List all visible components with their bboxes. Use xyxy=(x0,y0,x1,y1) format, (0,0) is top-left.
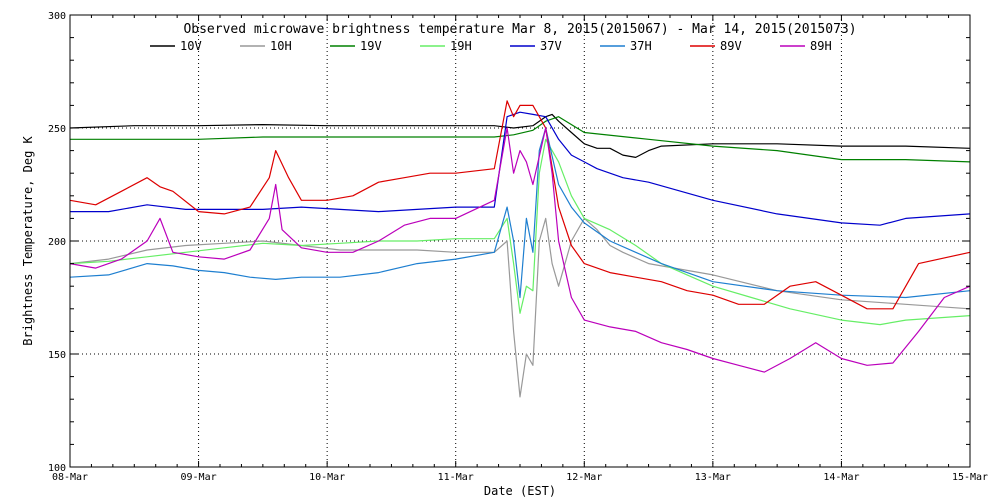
x-tick-label: 08-Mar xyxy=(52,472,88,483)
y-tick-label: 150 xyxy=(48,350,66,361)
series-layer xyxy=(69,100,971,398)
series-line-19v xyxy=(70,116,971,163)
series-line-37h xyxy=(69,127,971,299)
x-tick-label: 09-Mar xyxy=(181,472,217,483)
series-line-37v xyxy=(70,111,971,226)
x-tick-label: 10-Mar xyxy=(309,472,345,483)
legend-label-89v: 89V xyxy=(720,39,742,53)
y-tick-label: 250 xyxy=(48,124,66,135)
y-tick-label: 300 xyxy=(48,11,66,22)
series-line-89v xyxy=(69,100,971,310)
y-tick-label: 100 xyxy=(48,463,66,474)
x-tick-label: 11-Mar xyxy=(438,472,474,483)
x-tick-label: 15-Mar xyxy=(952,472,988,483)
legend-label-19h: 19H xyxy=(450,39,472,53)
x-tick-label: 13-Mar xyxy=(695,472,731,483)
legend-label-10v: 10V xyxy=(180,39,202,53)
y-tick-label: 200 xyxy=(48,237,66,248)
y-axis-label: Brightness Temperature, Deg K xyxy=(21,135,35,345)
x-tick-label: 14-Mar xyxy=(823,472,859,483)
series-line-89h xyxy=(69,127,971,373)
chart-title: Observed microwave brightness temperatur… xyxy=(183,22,856,37)
series-line-10h xyxy=(69,217,971,398)
series-line-19h xyxy=(69,138,971,326)
legend: 10V 10H 19V 19H 37V 37H 89V 89H xyxy=(150,39,832,53)
legend-label-37h: 37H xyxy=(630,39,652,53)
legend-label-19v: 19V xyxy=(360,39,382,53)
x-axis-label: Date (EST) xyxy=(484,484,556,498)
legend-label-10h: 10H xyxy=(270,39,292,53)
x-tick-label: 12-Mar xyxy=(566,472,602,483)
legend-label-89h: 89H xyxy=(810,39,832,53)
legend-label-37v: 37V xyxy=(540,39,562,53)
grid xyxy=(70,15,970,467)
ticks: 08-Mar 09-Mar 10-Mar 11-Mar 12-Mar 13-Mar 14-M… xyxy=(48,11,988,483)
series-line-10v xyxy=(69,113,971,158)
